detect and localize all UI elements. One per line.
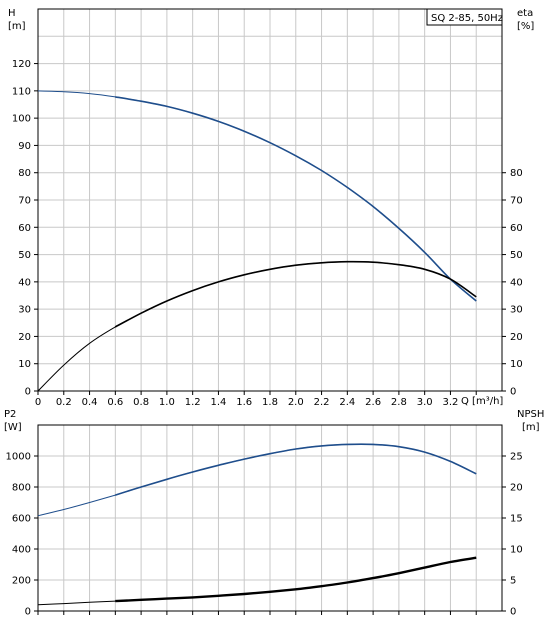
x-axis-label: Q [m³/h]: [461, 396, 503, 407]
x-tick-label: 0.4: [82, 397, 98, 408]
bottom-left-tick-label: 0: [25, 607, 31, 618]
top-right-tick-label: 80: [510, 168, 523, 179]
bottom-right-tick-label: 20: [510, 483, 523, 494]
top-left-tick-label: 60: [18, 223, 31, 234]
top-right-tick-label: 70: [510, 196, 523, 207]
efficiency-curve-operating-range: [114, 260, 477, 328]
chart-title: SQ 2-85, 50Hz: [431, 13, 503, 24]
x-tick-label: 2.2: [314, 397, 330, 408]
top-left-tick-label: 100: [12, 114, 31, 125]
top-series: [37, 90, 477, 392]
top-left-tick-label: 50: [18, 250, 31, 261]
power-curve-operating-range: [115, 443, 477, 496]
head-axis-label-line2: [m]: [8, 21, 26, 32]
top-left-tick-label: 80: [18, 168, 31, 179]
bottom-right-tick-label: 10: [510, 545, 523, 556]
top-right-tick-label: 10: [510, 359, 523, 370]
power-axis-label-line2: [W]: [4, 422, 22, 433]
top-left-tick-label: 110: [12, 86, 31, 97]
x-tick-label: 1.8: [262, 397, 278, 408]
x-tick-label: 0.6: [107, 397, 123, 408]
legend-box: SQ 2-85, 50Hz: [426, 8, 503, 26]
bottom-left-tick-label: 800: [12, 483, 31, 494]
bottom-left-tick-label: 600: [12, 514, 31, 525]
head-curve-operating-range: [115, 96, 477, 302]
top-left-tick-label: 40: [18, 277, 31, 288]
npsh-axis-label-line1: NPSH: [517, 409, 544, 420]
head-curve-line: [37, 90, 477, 302]
npsh-curve-line: [37, 557, 477, 606]
x-tick-label: 0.2: [56, 397, 72, 408]
top-right-tick-label: 50: [510, 250, 523, 261]
power-curve-line: [37, 443, 477, 517]
efficiency-curve-line: [37, 261, 477, 392]
top-left-tick-label: 10: [18, 359, 31, 370]
top-right-tick-label: 0: [510, 387, 516, 398]
bottom-right-tick-label: 0: [510, 607, 516, 618]
x-tick-label: 2.0: [288, 397, 304, 408]
top-left-tick-label: 20: [18, 332, 31, 343]
top-left-tick-label: 70: [18, 196, 31, 207]
x-tick-label: 2.6: [365, 397, 381, 408]
npsh-axis-label-line2: [m]: [522, 422, 540, 433]
top-ticks: 0 10 20 30 40 50 60 70 80 90 100 110 120 0 10 20 30 40 50 6…: [12, 59, 523, 408]
x-tick-label: 2.4: [339, 397, 355, 408]
bottom-left-tick-label: 1000: [6, 452, 31, 463]
bottom-left-tick-label: 400: [12, 545, 31, 556]
bottom-left-tick-label: 200: [12, 576, 31, 587]
head-efficiency-panel: 0 10 20 30 40 50 60 70 80 90 100 110 120 0 10 20 30 40 50 6…: [8, 8, 534, 408]
top-left-tick-label: 90: [18, 141, 31, 152]
x-tick-label: 0.8: [133, 397, 149, 408]
power-axis-label-line1: P2: [4, 409, 16, 420]
bottom-right-tick-label: 25: [510, 452, 523, 463]
bottom-right-tick-label: 5: [510, 576, 516, 587]
x-tick-label: 2.8: [391, 397, 407, 408]
x-tick-label: 1.6: [236, 397, 252, 408]
eta-axis-label-line1: eta: [517, 8, 533, 19]
x-tick-label: 1.2: [185, 397, 201, 408]
npsh-curve-operating-range: [115, 556, 477, 603]
top-left-tick-label: 30: [18, 305, 31, 316]
eta-axis-label-line2: [%]: [517, 21, 534, 32]
top-right-tick-label: 20: [510, 332, 523, 343]
top-grid: [38, 9, 502, 391]
top-left-tick-label: 0: [25, 387, 31, 398]
bottom-series: [37, 443, 477, 606]
top-right-tick-label: 30: [510, 305, 523, 316]
bottom-ticks: 0 200 400 600 800 1000 0 5 10 15 20 25: [6, 452, 523, 618]
top-right-tick-label: 60: [510, 223, 523, 234]
bottom-right-tick-label: 15: [510, 514, 523, 525]
bottom-grid: [38, 425, 502, 611]
top-right-tick-label: 40: [510, 277, 523, 288]
head-axis-label-line1: H: [8, 8, 16, 19]
x-tick-label: 3.0: [417, 397, 433, 408]
x-tick-label: 3.2: [442, 397, 458, 408]
x-tick-label: 1.4: [210, 397, 226, 408]
x-tick-label: 0: [35, 397, 41, 408]
top-left-tick-label: 120: [12, 59, 31, 70]
x-tick-label: 1.0: [159, 397, 175, 408]
legend-frame: [426, 8, 503, 26]
